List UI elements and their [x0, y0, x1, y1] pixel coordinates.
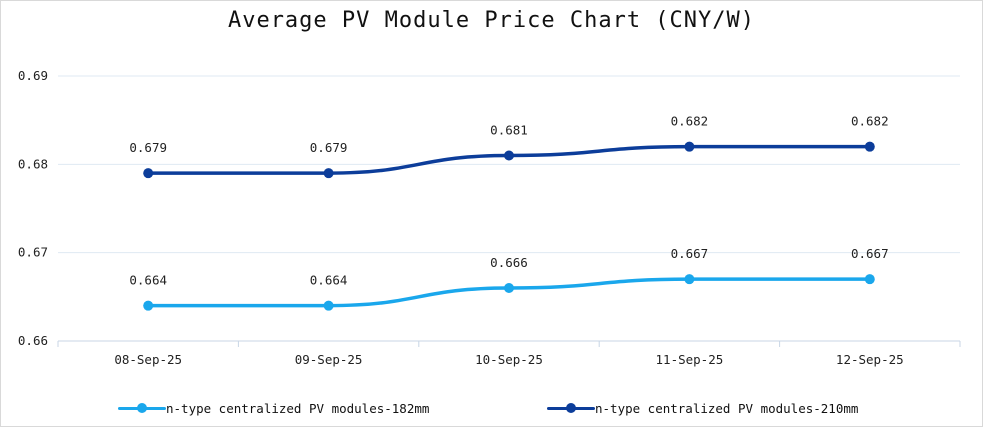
legend-item-182mm[interactable]: n-type centralized PV modules-182mm [118, 396, 429, 420]
data-point [143, 300, 154, 311]
y-tick-label: 0.66 [18, 333, 48, 348]
y-tick-label: 0.69 [18, 68, 48, 83]
data-point [684, 274, 695, 285]
data-point [143, 168, 154, 179]
chart-plot: 0.66 0.67 0.68 0.69 08-Sep-25 09-Sep-25 10-Sep… [18, 68, 961, 367]
data-point [323, 300, 334, 311]
data-label: 0.679 [310, 140, 348, 155]
data-label: 0.682 [851, 114, 889, 129]
y-tick-label: 0.67 [18, 245, 48, 260]
data-label: 0.664 [310, 273, 348, 288]
x-tick-label: 12-Sep-25 [836, 352, 904, 367]
data-label: 0.666 [490, 255, 528, 270]
legend-item-210mm[interactable]: n-type centralized PV modules-210mm [547, 396, 858, 420]
data-point [864, 274, 875, 285]
data-point [864, 141, 875, 152]
x-tick-label: 09-Sep-25 [295, 352, 363, 367]
y-tick-label: 0.68 [18, 156, 48, 171]
data-point [504, 283, 514, 293]
data-point [684, 141, 695, 152]
data-label: 0.682 [671, 114, 709, 129]
chart-legend: n-type centralized PV modules-182mm n-ty… [0, 396, 983, 420]
x-tick-label: 11-Sep-25 [656, 352, 724, 367]
data-point [504, 150, 514, 161]
x-tick-label: 10-Sep-25 [475, 352, 543, 367]
legend-label-210mm: n-type centralized PV modules-210mm [595, 400, 859, 416]
data-label: 0.664 [129, 273, 167, 288]
data-label: 0.679 [129, 140, 167, 155]
legend-marker-182mm [118, 396, 166, 420]
legend-marker-210mm [547, 396, 595, 420]
data-label: 0.681 [490, 123, 528, 138]
data-point [323, 168, 334, 179]
legend-label-182mm: n-type centralized PV modules-182mm [166, 400, 430, 416]
data-label: 0.667 [851, 246, 889, 261]
chart-title: Average PV Module Price Chart (CNY/W) [227, 8, 756, 33]
x-tick-label: 08-Sep-25 [114, 352, 182, 367]
data-label: 0.667 [671, 246, 709, 261]
